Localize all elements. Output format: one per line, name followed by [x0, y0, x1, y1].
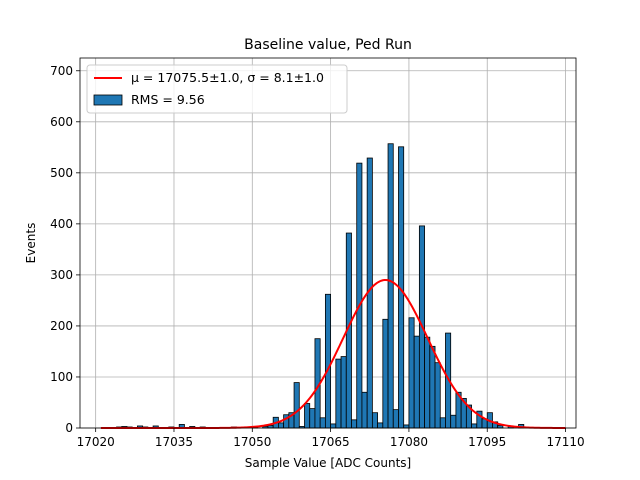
legend: μ = 17075.5±1.0, σ = 8.1±1.0 RMS = 9.56 [86, 64, 348, 114]
legend-rms-swatch [93, 94, 123, 106]
x-tick-label: 17065 [312, 435, 350, 449]
x-tick-label: 17020 [77, 435, 115, 449]
x-tick-label: 17035 [155, 435, 193, 449]
histogram-bars [116, 143, 525, 429]
histogram-bar [377, 422, 384, 429]
histogram-bar [371, 412, 378, 429]
histogram-bar [335, 358, 342, 429]
histogram-bar [361, 391, 368, 429]
histogram-bar [277, 422, 285, 429]
legend-box [86, 64, 348, 114]
histogram-bar [309, 408, 316, 429]
histogram-bar [324, 293, 332, 429]
grid [80, 58, 576, 429]
y-tick-label: 100 [50, 370, 73, 384]
histogram-bar [351, 419, 358, 429]
y-tick-label: 600 [50, 115, 73, 129]
x-tick-label: 17095 [468, 435, 506, 449]
gaussian-fit-curve [100, 279, 566, 429]
histogram-bar [413, 335, 420, 429]
y-tick-label: 700 [50, 64, 73, 78]
y-tick-label: 300 [50, 268, 73, 282]
histogram-bar [392, 409, 399, 429]
histogram-bar [403, 424, 410, 429]
legend-fit-label: μ = 17075.5±1.0, σ = 8.1±1.0 [131, 70, 324, 85]
y-tick-label: 200 [50, 319, 73, 333]
x-axis-label: Sample Value [ADC Counts] [245, 456, 411, 470]
histogram-bar [439, 417, 446, 429]
histogram-bar [408, 317, 415, 429]
histogram-bar [429, 345, 436, 429]
x-tick-label: 17050 [233, 435, 271, 449]
histogram-bar [356, 162, 363, 429]
histogram-bar [382, 318, 389, 429]
chart-title: Baseline value, Ped Run [244, 37, 412, 53]
legend-rms-label: RMS = 9.56 [131, 92, 205, 107]
histogram-bar [424, 336, 431, 429]
histogram-bar [471, 423, 478, 429]
histogram-bar [450, 414, 457, 429]
histogram-bar [340, 356, 347, 429]
histogram-bar [319, 417, 326, 429]
histogram-bar [330, 423, 337, 429]
y-tick-label: 500 [50, 166, 73, 180]
y-tick-label: 0 [65, 421, 73, 435]
y-axis-ticks: 0 100 200 300 400 500 600 700 [50, 64, 80, 435]
y-axis-label: Events [24, 223, 38, 264]
plot-frame [79, 57, 577, 429]
histogram-bar [304, 403, 311, 429]
x-tick-label: 17080 [390, 435, 428, 449]
histogram-bar [293, 382, 300, 429]
histogram-bar [387, 143, 394, 429]
histogram-bar [434, 362, 441, 429]
x-tick-label: 17110 [546, 435, 584, 449]
y-tick-label: 400 [50, 217, 73, 231]
x-axis-ticks: 17020 17035 17050 17065 17080 17095 17110 [77, 428, 585, 449]
